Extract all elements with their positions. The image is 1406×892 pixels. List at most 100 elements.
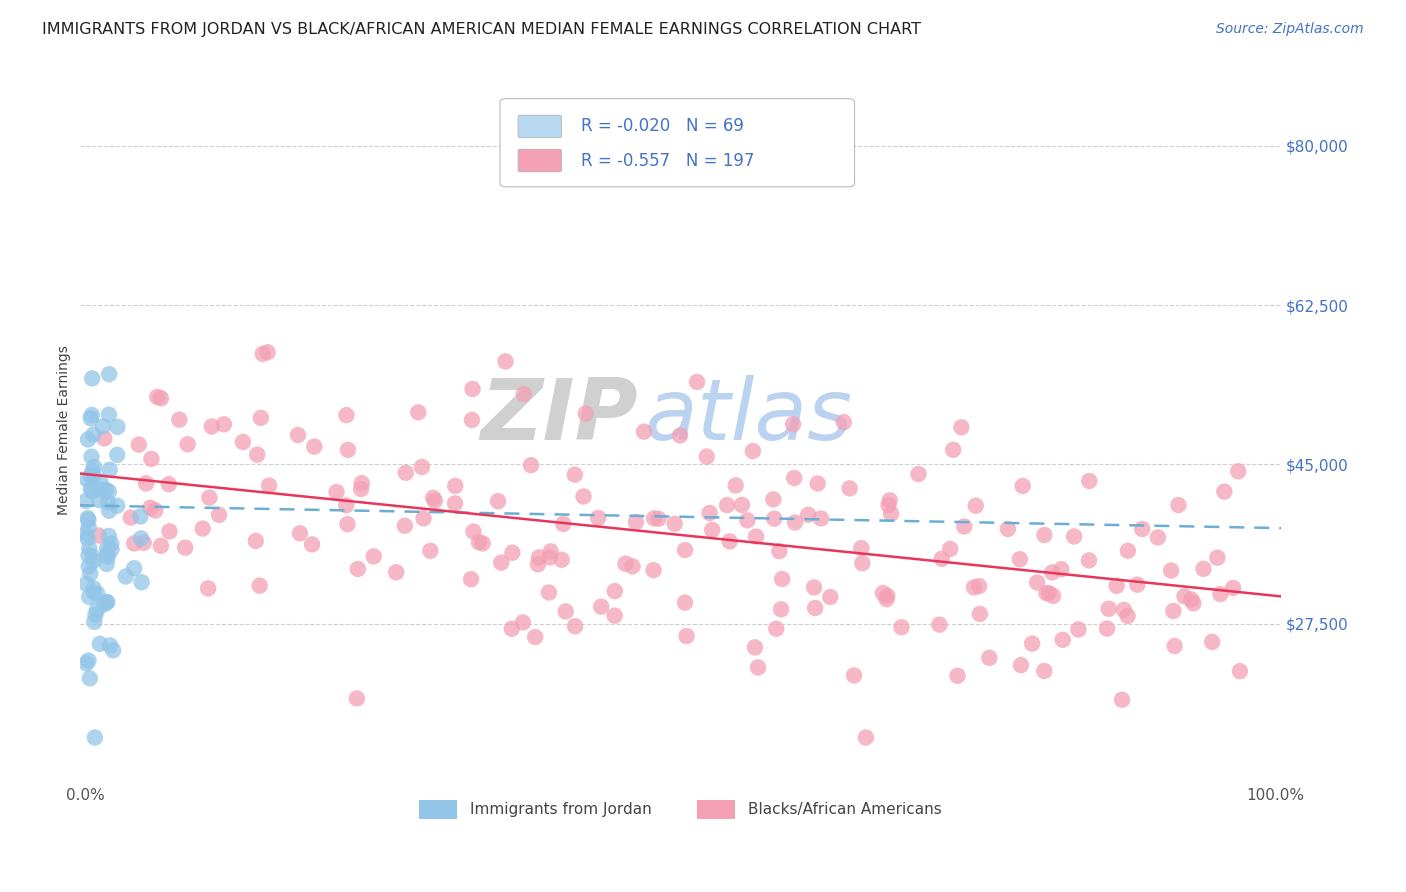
Point <box>553 516 575 531</box>
Point <box>89 475 111 489</box>
Point <box>1222 581 1244 595</box>
Point <box>89 483 111 497</box>
Point <box>128 437 150 451</box>
Point <box>146 390 169 404</box>
Point <box>1077 553 1099 567</box>
Point <box>444 479 467 493</box>
Point <box>669 428 692 442</box>
Point <box>603 608 626 623</box>
Point <box>135 476 157 491</box>
Point <box>614 557 637 571</box>
Point <box>572 490 595 504</box>
Point <box>114 569 136 583</box>
Point <box>939 541 962 556</box>
Point <box>731 498 754 512</box>
FancyBboxPatch shape <box>501 99 855 186</box>
Text: atlas: atlas <box>644 375 852 458</box>
Point <box>675 629 697 643</box>
Point <box>491 556 513 570</box>
Point <box>495 354 517 368</box>
Point <box>97 484 120 499</box>
Point <box>527 558 550 572</box>
Point <box>252 347 274 361</box>
Point <box>1035 586 1057 600</box>
Point <box>486 494 509 508</box>
Point <box>765 622 787 636</box>
Point <box>524 630 547 644</box>
Point <box>350 476 373 491</box>
Point <box>346 691 368 706</box>
Point <box>820 590 842 604</box>
Point <box>1078 474 1101 488</box>
Point <box>91 419 114 434</box>
Point <box>851 541 873 556</box>
Point <box>406 405 429 419</box>
Point <box>301 537 323 551</box>
Point <box>80 411 103 425</box>
Point <box>1130 522 1153 536</box>
Point <box>80 483 103 498</box>
Point <box>77 520 100 534</box>
Point <box>131 575 153 590</box>
Point <box>537 585 560 599</box>
Point <box>83 554 105 568</box>
Point <box>876 589 898 603</box>
Point <box>664 516 686 531</box>
Point <box>105 448 128 462</box>
Point <box>747 660 769 674</box>
Point <box>80 469 103 483</box>
Point <box>540 544 562 558</box>
FancyBboxPatch shape <box>517 149 561 172</box>
Point <box>527 550 550 565</box>
Point <box>699 506 721 520</box>
Point <box>1040 566 1063 580</box>
Point <box>1042 589 1064 603</box>
Point <box>564 467 586 482</box>
Point <box>77 433 100 447</box>
Point <box>83 459 105 474</box>
Point <box>347 562 370 576</box>
Point <box>197 582 219 596</box>
Point <box>762 492 785 507</box>
Point <box>198 491 221 505</box>
Point <box>143 503 166 517</box>
Point <box>335 408 357 422</box>
Point <box>89 637 111 651</box>
Point <box>741 444 763 458</box>
Point <box>87 528 110 542</box>
Point <box>953 519 976 533</box>
Point <box>907 467 929 482</box>
Point <box>395 466 418 480</box>
Point <box>842 668 865 682</box>
Point <box>716 498 738 512</box>
Legend: Immigrants from Jordan, Blacks/African Americans: Immigrants from Jordan, Blacks/African A… <box>413 794 948 825</box>
Point <box>76 472 98 486</box>
Point <box>122 561 145 575</box>
Point <box>96 547 118 561</box>
Point <box>551 552 574 566</box>
Point <box>1052 632 1074 647</box>
Point <box>336 517 359 532</box>
Point <box>98 367 121 381</box>
Point <box>643 511 665 525</box>
Point <box>931 551 953 566</box>
Point <box>246 448 269 462</box>
Point <box>673 543 696 558</box>
Point <box>1033 664 1056 678</box>
Point <box>1160 564 1182 578</box>
Point <box>969 607 991 621</box>
Point <box>851 556 873 570</box>
Point <box>77 653 100 667</box>
Point <box>82 464 104 478</box>
Point <box>444 496 467 510</box>
Point <box>77 541 100 555</box>
Point <box>702 523 724 537</box>
Point <box>928 617 950 632</box>
Point <box>394 518 416 533</box>
Point <box>86 587 108 601</box>
Point <box>890 620 912 634</box>
Point <box>1038 586 1060 600</box>
Point <box>1021 637 1043 651</box>
Point <box>75 576 97 591</box>
Point <box>460 572 482 586</box>
